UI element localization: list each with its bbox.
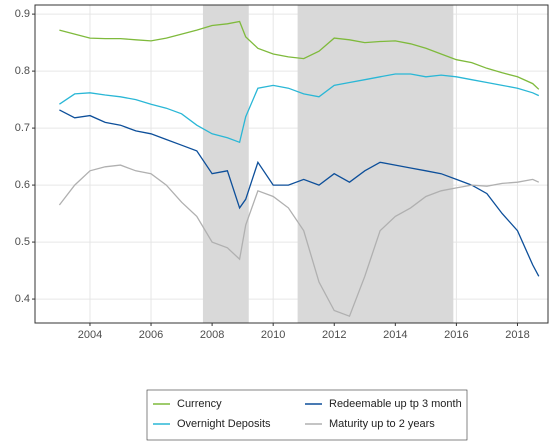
y-tick-label: 0.5 [15, 236, 30, 248]
plot-border [34, 4, 549, 324]
x-tick-label: 2006 [139, 329, 163, 341]
series-line [59, 20, 540, 90]
shaded-period [202, 5, 249, 323]
series-line [59, 109, 540, 277]
x-tick-label: 2014 [383, 329, 407, 341]
x-tick-label: 2004 [78, 329, 102, 341]
legend-label: Currency [177, 398, 222, 410]
y-tick-label: 0.6 [15, 179, 30, 191]
x-tick-label: 2018 [505, 329, 529, 341]
x-tick-label: 2016 [444, 329, 468, 341]
y-tick-label: 0.7 [15, 122, 30, 134]
series-line [58, 164, 540, 318]
legend-label: Redeemable up tp 3 month [329, 398, 462, 410]
legend: Currency Overnight Deposits Redeemable up … [146, 389, 468, 441]
plot-background [35, 5, 548, 323]
x-tick-label: 2010 [261, 329, 285, 341]
y-tick-label: 0.8 [15, 65, 30, 77]
shaded-period [297, 5, 454, 323]
series-line [59, 73, 540, 144]
y-tick-label: 0.9 [15, 8, 30, 20]
x-tick-label: 2012 [322, 329, 346, 341]
legend-label: Overnight Deposits [177, 418, 271, 430]
legend-box [146, 389, 468, 441]
legend-label: Maturity up to 2 years [329, 418, 435, 430]
x-tick-label: 2008 [200, 329, 224, 341]
y-tick-label: 0.4 [15, 293, 30, 305]
